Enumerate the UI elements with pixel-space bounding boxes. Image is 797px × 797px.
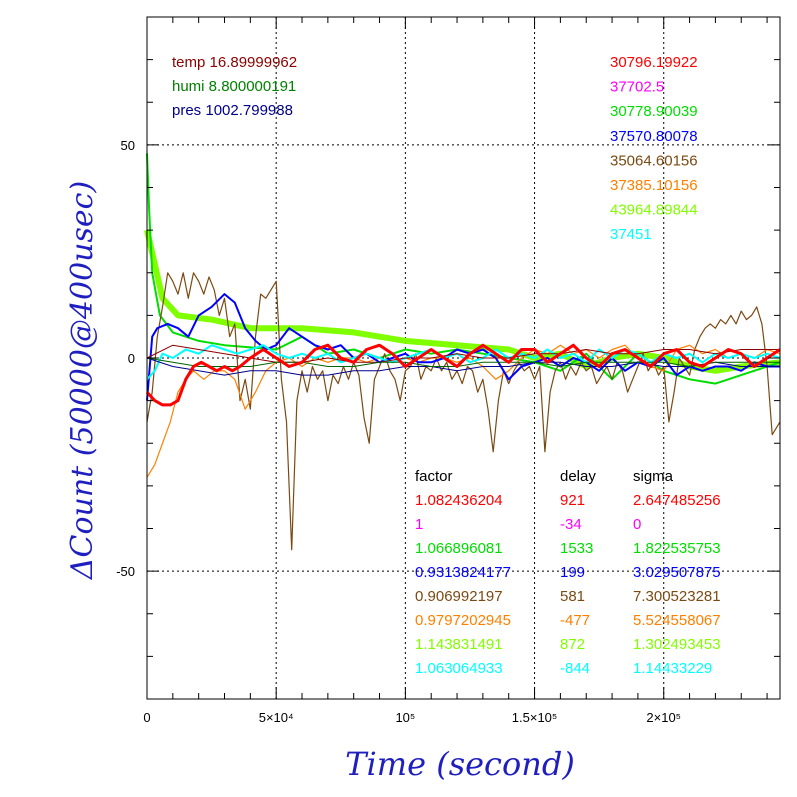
table-sigma: 1.302493453	[633, 636, 721, 653]
x-axis-title: Time (second)	[345, 745, 575, 783]
legend-value: 37570.80078	[610, 128, 698, 145]
table-header: delay	[560, 468, 596, 485]
x-tick-label: 10⁵	[395, 710, 415, 725]
tick-layer	[146, 16, 780, 700]
table-delay: 921	[560, 492, 585, 509]
series-line-2	[146, 272, 781, 551]
table-factor: 1.082436204	[415, 492, 503, 509]
legend-value: 30796.19922	[610, 54, 698, 71]
legend-value: 43964.89844	[610, 202, 698, 219]
table-header: sigma	[633, 468, 674, 485]
table-sigma: 0	[633, 516, 641, 533]
x-tick-label: 0	[143, 710, 150, 725]
table-delay: 1533	[560, 540, 593, 557]
table-sigma: 5.524558067	[633, 612, 721, 629]
table-factor: 0.906992197	[415, 588, 503, 605]
legend-value: 37702.5	[610, 79, 664, 96]
table-delay: 872	[560, 636, 585, 653]
series-layer	[144, 153, 781, 551]
table-delay: 199	[560, 564, 585, 581]
y-tick-label: 0	[128, 351, 135, 366]
series-line-6	[146, 357, 780, 376]
text-layer: 0 5×10⁴ 10⁵ 1.5×10⁵ 2×10⁵ 50 0 -50 temp 16.89999…	[116, 54, 720, 725]
table-delay: 581	[560, 588, 585, 605]
table-delay: -477	[560, 612, 590, 629]
table-header: factor	[415, 468, 453, 485]
env-label: temp 16.89999962	[172, 54, 297, 71]
y-tick-label: -50	[116, 564, 135, 579]
series-line-0	[144, 229, 781, 374]
table-sigma: 1.822535753	[633, 540, 721, 557]
env-label: pres 1002.799988	[172, 102, 293, 119]
table-sigma: 2.647485256	[633, 492, 721, 509]
table-factor: 0.9313824177	[415, 564, 511, 581]
x-tick-label: 2×10⁵	[646, 710, 681, 725]
x-tick-label: 1.5×10⁵	[512, 710, 558, 725]
series-line-9	[145, 343, 781, 407]
table-sigma: 7.300523281	[633, 588, 721, 605]
table-factor: 1.143831491	[415, 636, 503, 653]
table-delay: -844	[560, 660, 590, 677]
y-tick-label: 50	[121, 138, 135, 153]
table-factor: 1.066896081	[415, 540, 503, 557]
table-delay: -34	[560, 516, 582, 533]
table-sigma: 3.029507875	[633, 564, 721, 581]
legend-value: 37451	[610, 226, 652, 243]
table-factor: 1	[415, 516, 423, 533]
legend-value: 37385.10156	[610, 177, 698, 194]
legend-value: 35064.60156	[610, 152, 698, 169]
env-label: humi 8.800000191	[172, 78, 296, 95]
x-tick-label: 5×10⁴	[259, 710, 294, 725]
y-axis-title: ΔCount (50000@400usec)	[65, 181, 100, 580]
series-line-3	[146, 344, 781, 478]
table-factor: 0.9797202945	[415, 612, 511, 629]
table-factor: 1.063064933	[415, 660, 503, 677]
table-sigma: 1.14433229	[633, 660, 712, 677]
legend-value: 30778.90039	[610, 103, 698, 120]
